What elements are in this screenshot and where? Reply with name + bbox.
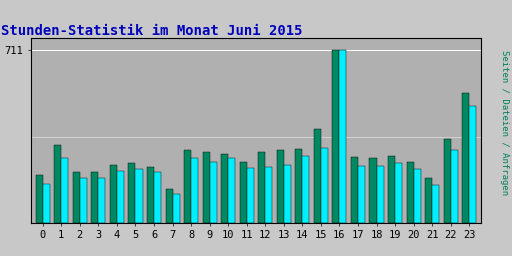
Bar [258,152,265,223]
Bar [407,162,414,223]
Bar [147,167,154,223]
Bar [154,172,161,223]
Bar [54,145,61,223]
Bar [303,156,309,223]
Bar [110,165,117,223]
Bar [73,172,80,223]
Bar [265,167,272,223]
Bar [370,158,376,223]
Bar [376,166,383,223]
Bar [314,129,321,223]
Bar [80,178,87,223]
Bar [91,172,98,223]
Bar [129,163,136,223]
Bar [136,169,142,223]
Text: Stunden-Statistik im Monat Juni 2015: Stunden-Statistik im Monat Juni 2015 [2,24,303,38]
Bar [432,185,439,223]
Bar [358,166,365,223]
Bar [98,178,105,223]
Bar [221,154,228,223]
Bar [184,150,191,223]
Bar [247,168,254,223]
Bar [173,194,180,223]
Bar [36,175,43,223]
Bar [462,93,469,223]
Bar [414,169,421,223]
Bar [203,152,209,223]
Bar [351,157,358,223]
Bar [277,150,284,223]
Bar [332,50,339,223]
Bar [228,158,235,223]
Bar [61,158,69,223]
Bar [388,156,395,223]
Text: Seiten / Dateien / Anfragen: Seiten / Dateien / Anfragen [500,50,509,195]
Bar [451,150,458,223]
Bar [425,178,432,223]
Bar [43,184,50,223]
Bar [295,149,303,223]
Bar [443,139,451,223]
Bar [191,158,198,223]
Bar [165,189,173,223]
Bar [321,147,328,223]
Bar [469,106,476,223]
Bar [117,170,124,223]
Bar [395,163,402,223]
Bar [209,162,217,223]
Bar [240,162,247,223]
Bar [339,50,347,223]
Bar [284,165,291,223]
